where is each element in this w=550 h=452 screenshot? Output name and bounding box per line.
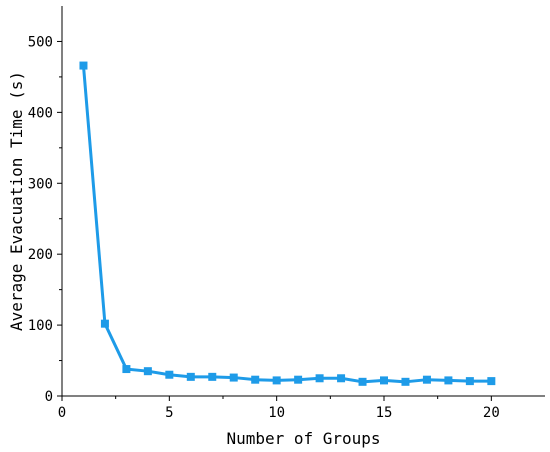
x-tick-label: 10 xyxy=(268,405,285,421)
y-axis-title: Average Evacuation Time (s) xyxy=(7,71,26,331)
data-point xyxy=(272,376,281,385)
data-point xyxy=(143,367,152,376)
data-point xyxy=(337,374,346,383)
data-point xyxy=(315,374,324,383)
data-point xyxy=(251,375,260,384)
series-line xyxy=(81,65,492,384)
x-ticks: 0 5 10 15 20 xyxy=(58,396,500,421)
data-point xyxy=(79,61,88,70)
y-tick-label: 100 xyxy=(28,318,53,334)
y-tick-label: 500 xyxy=(28,34,53,50)
data-point xyxy=(122,365,131,374)
data-point xyxy=(294,375,303,384)
data-point xyxy=(444,376,453,385)
y-tick-label: 400 xyxy=(28,105,53,121)
data-point xyxy=(380,376,388,385)
x-tick-label: 20 xyxy=(483,405,500,421)
x-tick-label: 0 xyxy=(58,405,66,421)
data-point xyxy=(100,319,109,328)
axes xyxy=(61,6,545,397)
y-tick-label: 200 xyxy=(28,247,53,263)
y-tick-label: 300 xyxy=(28,176,53,192)
series-layer xyxy=(79,61,496,386)
data-point xyxy=(165,370,174,379)
data-point xyxy=(422,375,431,384)
y-tick-label: 0 xyxy=(45,389,53,405)
data-point xyxy=(401,377,410,386)
data-point xyxy=(208,372,217,381)
data-point xyxy=(358,377,367,386)
data-point xyxy=(229,373,238,382)
data-point xyxy=(465,377,474,386)
y-ticks: 0 100 200 300 400 500 xyxy=(28,34,62,405)
data-point xyxy=(186,372,195,381)
data-point xyxy=(487,377,496,386)
x-axis-title: Number of Groups xyxy=(226,429,380,448)
x-tick-label: 5 xyxy=(165,405,173,421)
x-tick-label: 15 xyxy=(376,405,393,421)
